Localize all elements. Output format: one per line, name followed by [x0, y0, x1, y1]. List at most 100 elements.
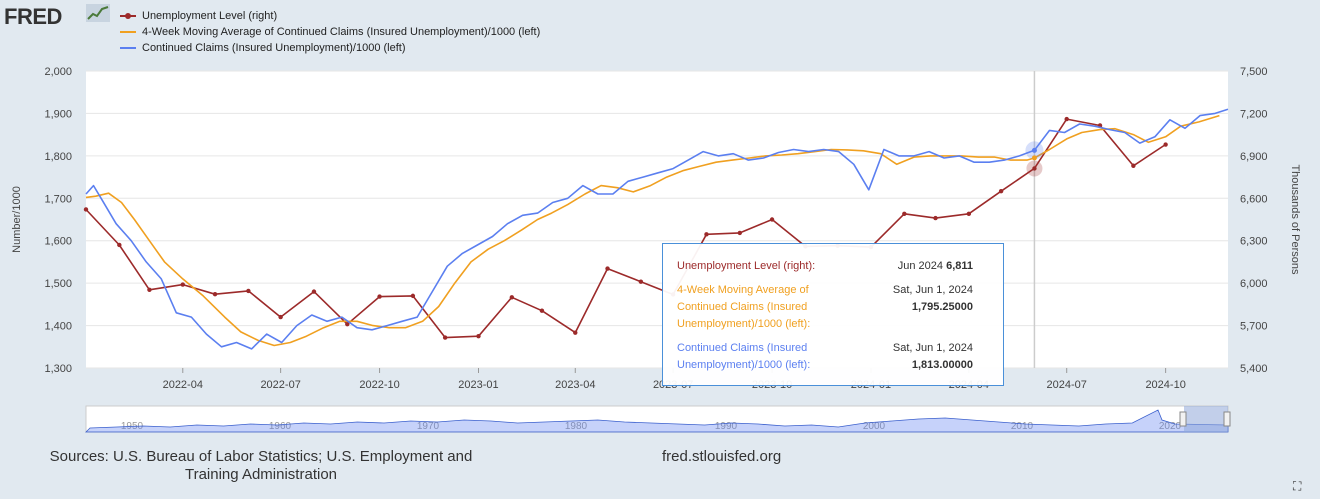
- series-point-unemployment-level: [1131, 163, 1136, 168]
- x-tick-label: 2022-07: [260, 379, 300, 391]
- tooltip-value: 6,811: [946, 260, 973, 272]
- navigator-year-label: 1990: [715, 421, 738, 432]
- series-point-unemployment-level: [539, 308, 545, 313]
- y-tick-label-left: 1,600: [44, 236, 72, 248]
- series-point-unemployment-level: [966, 211, 972, 217]
- tooltip-value-group: Jun 2024 6,811: [898, 258, 973, 275]
- series-line-unemployment-level: [85, 118, 1167, 339]
- navigator-area: [85, 405, 1229, 433]
- series-point-unemployment-level: [1032, 166, 1037, 171]
- navigator-year-label: 1960: [269, 421, 292, 432]
- series-point-unemployment-level: [605, 266, 610, 271]
- navigator-year-label: 1980: [565, 421, 588, 432]
- y-tick-label-right: 7,200: [1240, 108, 1268, 120]
- tooltip-label: Continued Claims (Insured Unemployment)/…: [677, 342, 811, 371]
- y-tick-label-right: 6,000: [1240, 278, 1268, 290]
- x-tick-label: 2024-07: [1047, 379, 1087, 391]
- series-point-unemployment-level: [117, 242, 122, 248]
- y-tick-label-left: 1,800: [44, 151, 72, 163]
- legend-swatch-icon: [120, 31, 136, 33]
- series-point-unemployment-level: [377, 294, 382, 299]
- x-tick-label: 2022-04: [163, 379, 203, 391]
- y-tick-label-right: 6,300: [1240, 236, 1268, 248]
- legend-entry-unemployment-level[interactable]: Unemployment Level (right): [120, 8, 540, 24]
- y-tick-label-right: 5,700: [1240, 321, 1268, 333]
- tooltip-date: Sat, Jun 1, 2024: [892, 284, 973, 296]
- navigator-selected-range: [1184, 406, 1228, 432]
- tooltip-row-continued-claims: Continued Claims (Insured Unemployment)/…: [677, 340, 973, 376]
- series-point-unemployment-level: [345, 321, 350, 327]
- legend-label: 4-Week Moving Average of Continued Claim…: [142, 26, 541, 38]
- tooltip-date: Jun 2024: [897, 260, 944, 272]
- series-line-continued-claims: [85, 108, 1229, 350]
- navigator-handle-left[interactable]: [1179, 411, 1187, 427]
- legend-swatch-icon: [120, 13, 136, 19]
- series-point-unemployment-level: [933, 215, 938, 221]
- series-point-unemployment-level: [573, 330, 578, 335]
- hover-point-moving-average: [1031, 155, 1037, 161]
- series-point-unemployment-level: [180, 282, 185, 287]
- fred-logo[interactable]: FRED: [4, 4, 62, 29]
- x-tick-label: 2024-10: [1145, 379, 1185, 391]
- series-point-unemployment-level: [147, 287, 152, 292]
- sources-note: Sources: U.S. Bureau of Labor Statistics…: [49, 448, 473, 483]
- tooltip-row-moving-average: 4-Week Moving Average of Continued Claim…: [677, 282, 973, 336]
- series-point-unemployment-level: [998, 189, 1004, 194]
- hover-marker-unemployment-level: [1026, 160, 1043, 177]
- tooltip-label: Unemployment Level (right):: [677, 260, 816, 272]
- x-tick-label: 2023-01: [458, 379, 498, 391]
- line-chart[interactable]: 1,300 5,400 1,400 5,700 1,500 6,000 1,600 6,300…: [0, 56, 1320, 446]
- y-tick-label-right: 6,600: [1240, 193, 1268, 205]
- y-tick-label-right: 7,500: [1240, 66, 1268, 78]
- y-tick-label-left: 1,300: [44, 363, 72, 375]
- tooltip-value: 1,795.25000: [911, 301, 973, 313]
- y-tick-label-left: 1,700: [44, 193, 72, 205]
- navigator-year-label: 1970: [417, 421, 440, 432]
- series-point-unemployment-level: [442, 335, 448, 340]
- hover-point-continued-claims: [1031, 147, 1037, 153]
- y-tick-label-left: 1,500: [44, 278, 72, 290]
- navigator-year-label: 2010: [1011, 421, 1034, 432]
- y-tick-label-right: 6,900: [1240, 151, 1268, 163]
- tooltip-value: 1,813.00000: [911, 359, 973, 371]
- x-tick-label: 2023-04: [555, 379, 595, 391]
- navigator-year-label: 2020: [1159, 421, 1182, 432]
- series-point-unemployment-level: [509, 295, 515, 300]
- legend-swatch-icon: [120, 47, 136, 49]
- fred-graph-icon: [86, 4, 110, 22]
- series-point-unemployment-level: [1064, 116, 1069, 122]
- series-line-moving-average: [85, 114, 1220, 347]
- navigator-series: [85, 409, 1229, 433]
- x-tick-label: 2022-10: [359, 379, 399, 391]
- chart-legend: Unemployment Level (right) 4-Week Moving…: [120, 8, 540, 56]
- navigator-handle-right[interactable]: [1223, 411, 1231, 427]
- series-point-unemployment-level: [476, 333, 481, 339]
- series-point-unemployment-level: [704, 232, 709, 237]
- y-tick-label-left: 1,900: [44, 108, 72, 120]
- tooltip-label: 4-Week Moving Average of Continued Claim…: [677, 284, 811, 330]
- legend-label: Continued Claims (Insured Unemployment)/…: [142, 42, 406, 54]
- series-point-unemployment-level: [278, 314, 283, 320]
- series-point-unemployment-level: [410, 293, 416, 299]
- navigator-year-label: 2000: [863, 421, 886, 432]
- tooltip-row-unemployment: Unemployment Level (right): Jun 2024 6,8…: [677, 258, 973, 276]
- series-point-unemployment-level: [769, 217, 775, 222]
- plot-area: [86, 71, 1228, 368]
- tooltip-date: Sat, Jun 1, 2024: [892, 342, 973, 354]
- legend-entry-moving-average[interactable]: 4-Week Moving Average of Continued Claim…: [120, 24, 540, 40]
- y-tick-label-left: 2,000: [44, 66, 72, 78]
- fullscreen-icon[interactable]: ⛶: [1293, 479, 1302, 493]
- y-axis-title-left: Number/1000: [11, 186, 23, 253]
- series-point-unemployment-level: [83, 207, 89, 212]
- website-link[interactable]: fred.stlouisfed.org: [662, 448, 782, 465]
- legend-label: Unemployment Level (right): [142, 10, 278, 22]
- series-point-unemployment-level: [737, 230, 743, 236]
- y-tick-label-left: 1,400: [44, 321, 72, 333]
- series-point-unemployment-level: [212, 291, 218, 297]
- legend-entry-continued-claims[interactable]: Continued Claims (Insured Unemployment)/…: [120, 40, 540, 56]
- y-tick-label-right: 5,400: [1240, 363, 1268, 375]
- series-point-unemployment-level: [311, 289, 317, 294]
- series-point-unemployment-level: [638, 279, 644, 284]
- series-point-unemployment-level: [902, 211, 907, 217]
- y-axis-title-right: Thousands of Persons: [1289, 164, 1301, 275]
